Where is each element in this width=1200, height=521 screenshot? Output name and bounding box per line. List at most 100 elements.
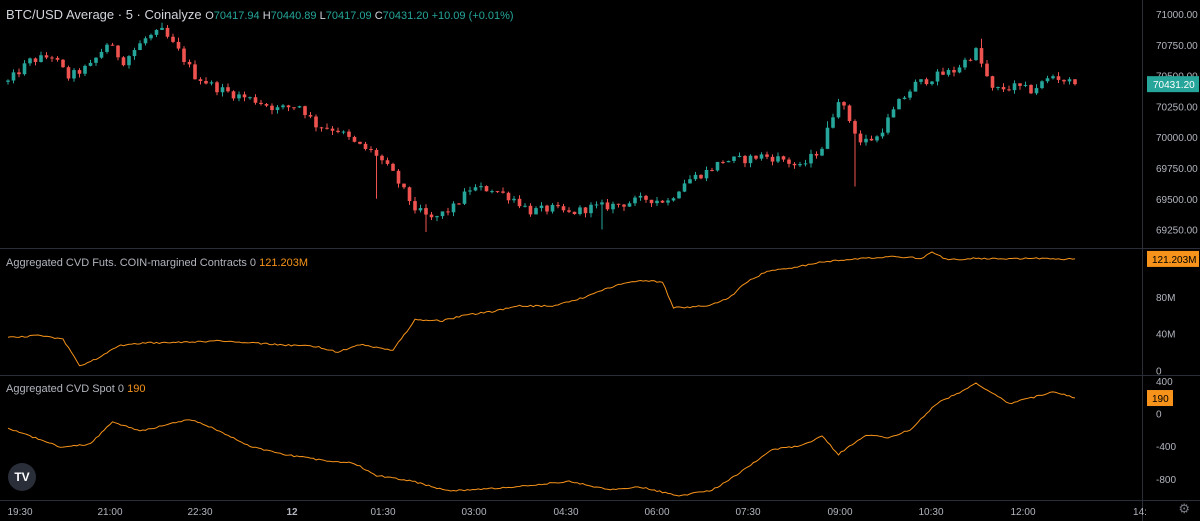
tradingview-logo-icon[interactable]: TV	[8, 463, 36, 491]
candle	[1034, 84, 1039, 95]
chart-header: BTC/USD Average · 5 · Coinalyze O70417.9…	[6, 7, 514, 22]
candle	[715, 161, 720, 172]
candle	[1007, 85, 1011, 92]
price-tick-label: 69500.00	[1156, 195, 1198, 206]
candle	[176, 37, 181, 51]
candle	[50, 55, 54, 62]
candle	[473, 184, 478, 192]
candle	[688, 175, 692, 184]
candle	[1051, 74, 1055, 80]
candle	[462, 188, 467, 205]
candle	[913, 79, 918, 92]
candle	[743, 154, 747, 168]
last-price-label: 70431.20	[1153, 80, 1195, 91]
candle	[77, 68, 82, 78]
candle	[105, 42, 109, 54]
candle	[831, 113, 835, 129]
price-tick-label: 69250.00	[1156, 226, 1198, 237]
candle	[325, 123, 329, 130]
cvd-futs-tag-label: 121.203M	[1152, 255, 1196, 266]
candle	[83, 64, 87, 77]
candle	[347, 129, 351, 140]
candle	[231, 90, 236, 101]
candle	[237, 91, 241, 102]
candle	[847, 104, 852, 123]
candle	[781, 155, 786, 162]
candle	[396, 169, 401, 188]
candle	[424, 204, 428, 232]
candle	[710, 167, 714, 172]
cvd-tick-label: 0	[1156, 366, 1162, 377]
candle	[429, 211, 434, 220]
candle	[946, 68, 951, 77]
candle	[352, 135, 357, 143]
candle	[319, 126, 324, 132]
cvd-futs-legend: Aggregated CVD Futs. COIN-margined Contr…	[6, 257, 308, 269]
candle	[638, 192, 643, 201]
candle	[138, 40, 142, 51]
candle	[451, 201, 456, 217]
cvd-tick-label: 80M	[1156, 293, 1175, 304]
candle	[303, 105, 307, 119]
candle	[264, 102, 269, 108]
candle	[633, 195, 637, 207]
candle	[1023, 81, 1028, 88]
candle	[545, 204, 549, 215]
candle	[165, 25, 170, 39]
candle	[72, 68, 76, 82]
candle	[732, 156, 736, 164]
candle	[391, 162, 395, 172]
candle	[198, 77, 203, 85]
candle	[803, 159, 808, 167]
cvd-futs-value: 121.203M	[259, 257, 309, 269]
candle	[253, 94, 258, 105]
candle	[1056, 72, 1061, 84]
candle	[776, 152, 780, 164]
candle	[336, 127, 340, 134]
candle	[418, 204, 423, 213]
candle	[902, 96, 907, 100]
candle	[501, 187, 505, 194]
time-tick-label: 10:30	[918, 507, 943, 518]
candle	[39, 51, 43, 63]
candle	[930, 80, 934, 86]
symbol-title: BTC/USD Average · 5 · Coinalyze	[6, 7, 202, 22]
price-tick-label: 70000.00	[1156, 133, 1198, 144]
candle	[699, 174, 703, 180]
candle	[550, 203, 555, 214]
candle	[358, 141, 362, 145]
candle	[853, 119, 857, 187]
candle	[402, 183, 406, 190]
candle	[908, 89, 912, 101]
candle	[869, 135, 874, 141]
candle	[99, 48, 104, 59]
gear-icon[interactable]: ⚙	[1178, 501, 1190, 516]
candle	[33, 57, 38, 66]
cvd-futs-value-tag	[1147, 250, 1199, 267]
candle	[17, 68, 21, 78]
candle	[6, 79, 10, 85]
time-tick-label: 07:30	[735, 507, 760, 518]
candle	[94, 57, 98, 66]
candle	[248, 96, 252, 100]
candle	[985, 60, 989, 77]
last-price-tag	[1147, 76, 1199, 93]
candle	[616, 203, 621, 208]
candle	[726, 160, 731, 163]
candle	[979, 38, 984, 68]
candle	[622, 203, 626, 211]
candle	[1040, 80, 1044, 90]
candle	[66, 65, 71, 81]
candle	[858, 130, 863, 146]
candle	[583, 206, 588, 218]
time-tick-label: 06:00	[644, 507, 669, 518]
candle	[363, 141, 368, 151]
candle	[275, 104, 280, 114]
candle	[556, 202, 560, 209]
candle	[407, 186, 412, 205]
candle	[281, 104, 285, 110]
candle	[435, 215, 439, 222]
candle	[193, 60, 197, 80]
candle	[160, 22, 164, 30]
